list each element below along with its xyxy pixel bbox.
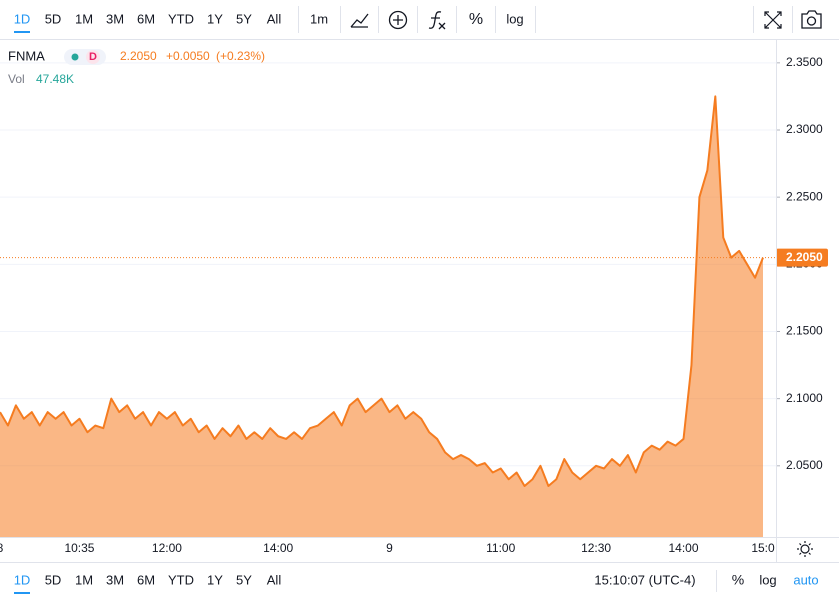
chart-style-button[interactable] [350, 13, 369, 28]
volume-label: Vol [8, 72, 25, 86]
icon [393, 15, 403, 25]
top-toolbar [0, 0, 839, 39]
range-button[interactable]: YTD [168, 572, 194, 587]
status-dot [71, 53, 79, 61]
snapshot-button[interactable] [801, 10, 822, 29]
range-button[interactable]: 5Y [236, 572, 252, 587]
price-line [0, 95, 764, 487]
range-button[interactable]: 1D [14, 572, 31, 587]
y-tick-label: 2.0500 [786, 458, 823, 472]
y-tick-label: 2.3500 [786, 55, 823, 69]
x-tick-label: 10:35 [64, 541, 94, 555]
icon [801, 10, 822, 29]
range-button[interactable]: 1Y [207, 11, 223, 26]
legend-symbol: FNMA [8, 48, 45, 63]
x-tick-label: 9 [386, 541, 393, 555]
icon [428, 11, 446, 30]
active-indicator [14, 31, 30, 33]
log-button[interactable]: log [506, 11, 523, 26]
x-tick-label: 12:00 [152, 541, 182, 555]
last-price-tag [776, 248, 828, 267]
range-button[interactable]: 6M [137, 11, 155, 26]
range-button[interactable]: 5D [45, 11, 62, 26]
range-button[interactable]: 1M [75, 572, 93, 587]
y-tick-label: 2.3000 [786, 122, 823, 136]
fullscreen-button[interactable] [764, 11, 782, 29]
range-button[interactable]: 1Y [207, 572, 223, 587]
x-tick-label: 12:30 [581, 541, 611, 555]
footer-percent[interactable]: % [732, 572, 744, 588]
range-buttons: 1D 5D 1M 3M 6M YTD 1Y 5Y All [14, 11, 282, 33]
volume-value: 47.48K [36, 72, 74, 86]
range-button[interactable]: All [267, 11, 282, 26]
last-price-label: 2.2050 [786, 250, 823, 264]
compare-button[interactable] [388, 10, 408, 30]
active-indicator [14, 592, 30, 594]
x-tick-label: 15:0 [751, 541, 775, 555]
settings-button[interactable] [797, 541, 813, 557]
footer-range-buttons: 1D 5D 1M 3M 6M YTD 1Y 5Y All [14, 572, 282, 594]
icon [388, 10, 408, 30]
legend-flag: D [89, 51, 97, 63]
range-button[interactable]: 5Y [236, 11, 252, 26]
range-button[interactable]: 1M [75, 11, 93, 26]
range-button[interactable]: 5D [45, 572, 62, 587]
footer-log[interactable]: log [759, 572, 776, 587]
y-tick-label: 2.2500 [786, 189, 823, 203]
range-button[interactable]: YTD [168, 11, 194, 26]
legend-change-pct: (+0.23%) [216, 49, 265, 63]
range-button[interactable]: 3M [106, 572, 124, 587]
range-button[interactable]: 1D [14, 11, 31, 26]
percent-button[interactable]: % [469, 11, 483, 28]
icon [800, 544, 810, 554]
icon [764, 11, 782, 29]
interval-button[interactable]: 1m [310, 11, 328, 26]
area-fill [0, 96, 763, 538]
footer-auto[interactable]: auto [793, 572, 818, 587]
range-button[interactable]: All [267, 572, 282, 587]
range-button[interactable]: 6M [137, 572, 155, 587]
flag-bg [86, 50, 100, 64]
footer-time: 15:10:07 (UTC-4) [594, 572, 695, 587]
chart: 2.05002.10002.15002.20002.25002.30002.35… [0, 55, 828, 555]
icon [350, 13, 369, 28]
y-tick-label: 2.1500 [786, 324, 823, 338]
legend-change: +0.0050 [166, 49, 210, 63]
x-tick-label: 11:00 [486, 541, 515, 555]
icon [806, 16, 817, 26]
legend-price: 2.2050 [120, 49, 157, 63]
icon [797, 541, 813, 557]
indicators-button[interactable] [428, 11, 446, 30]
x-tick-label: 8 [0, 541, 4, 555]
y-tick-label: 2.1000 [786, 391, 823, 405]
x-tick-label: 14:00 [669, 541, 699, 555]
x-tick-label: 14:00 [263, 541, 293, 555]
range-button[interactable]: 3M [106, 11, 124, 26]
